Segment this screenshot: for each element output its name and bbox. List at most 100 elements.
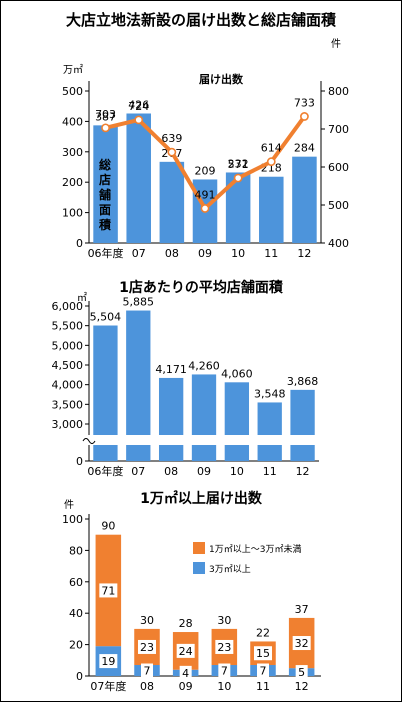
chart3-upper-label: 23 bbox=[217, 641, 231, 654]
chart3-upper-label: 24 bbox=[179, 645, 193, 658]
chart1-line-label: 639 bbox=[161, 132, 182, 145]
chart1-bar bbox=[225, 172, 251, 243]
chart3-upper-label-box bbox=[254, 646, 272, 661]
chart1-right-tick-label: 800 bbox=[328, 85, 349, 98]
chart1-line-point bbox=[266, 157, 276, 167]
chart1-right-unit: 件 bbox=[331, 38, 341, 50]
chart3-tick-label: 40 bbox=[69, 607, 83, 620]
chart1-line-label: 724 bbox=[128, 100, 149, 113]
chart3-lower-label-box bbox=[179, 665, 192, 680]
chart2-x-tick-label: 06年度 bbox=[87, 464, 123, 478]
chart1-bar-series-char: 面 bbox=[99, 203, 111, 217]
chart2-tick-label: 6,000 bbox=[52, 300, 84, 313]
chart3-lower-label: 19 bbox=[101, 655, 115, 668]
chart1-bar-series-char: 総 bbox=[99, 157, 111, 172]
chart2-bar-label: 5,504 bbox=[90, 311, 122, 324]
chart1-x-tick-label: 07 bbox=[132, 247, 146, 260]
chart1-bar-series-char: 舗 bbox=[98, 187, 111, 202]
chart1-bar bbox=[259, 176, 284, 243]
chart2-bar-label: 4,171 bbox=[155, 363, 187, 376]
chart3-legend-label-lower: 3万㎡以上 bbox=[209, 564, 251, 575]
chart2-bar-label: 5,885 bbox=[123, 296, 155, 309]
chart1-bar-label: 284 bbox=[294, 142, 315, 155]
chart1-bar-series-char: 店 bbox=[99, 172, 111, 187]
chart1-right-tick-label: 700 bbox=[328, 123, 349, 136]
chart1-right-tick-label: 400 bbox=[328, 237, 349, 250]
chart1-left-tick-label: 500 bbox=[62, 85, 83, 98]
chart1-x-tick-label: 06年度 bbox=[88, 246, 124, 260]
chart2-bar bbox=[158, 377, 184, 461]
chart3-total-label: 28 bbox=[179, 617, 193, 630]
chart1-bar bbox=[93, 125, 118, 243]
chart3-legend-swatch-upper bbox=[193, 542, 205, 554]
chart1-right-tick-label: 600 bbox=[328, 161, 349, 174]
chart1-line-point bbox=[134, 115, 144, 125]
chart3-tick-label: 60 bbox=[69, 576, 83, 589]
chart3-lower-label-box bbox=[257, 663, 269, 678]
chart1-left-tick-label: 100 bbox=[62, 207, 83, 220]
chart3-upper-label-box bbox=[176, 643, 195, 658]
chart2-title: 1店あたりの平均店舗面積 bbox=[119, 279, 284, 296]
chart2-tick-label: 3,000 bbox=[52, 418, 84, 431]
chart3-tick-label: 100 bbox=[62, 513, 83, 526]
chart1-line-point bbox=[167, 147, 177, 157]
chart3-lower-label-box bbox=[218, 663, 231, 678]
chart3-x-tick-label: 07年度 bbox=[90, 679, 126, 693]
chart3-x-tick-label: 09 bbox=[179, 680, 193, 693]
chart3-upper-label-box bbox=[215, 639, 234, 654]
chart1-line-label: 571 bbox=[228, 158, 249, 171]
chart3-unit: 件 bbox=[64, 499, 74, 511]
chart2-bar bbox=[290, 389, 315, 461]
chart3-lower-label: 7 bbox=[221, 665, 228, 678]
chart2-tick-label: 4,000 bbox=[52, 379, 84, 392]
chart2-x-tick-label: 11 bbox=[263, 465, 277, 478]
chart2-tick-label: 3,500 bbox=[52, 398, 84, 411]
chart1-line-label: 703 bbox=[95, 108, 116, 121]
chart3-total-label: 22 bbox=[256, 626, 270, 639]
chart2-tick-label: 5,000 bbox=[52, 339, 84, 352]
chart2-x-tick-label: 10 bbox=[230, 465, 244, 478]
chart1-x-tick-label: 12 bbox=[297, 247, 311, 260]
chart3-lower-label-box bbox=[295, 665, 308, 680]
chart1-left-tick-label: 0 bbox=[76, 237, 83, 250]
chart2-x-tick-label: 09 bbox=[197, 465, 211, 478]
chart3-lower-label: 5 bbox=[298, 666, 305, 679]
chart1-line-label: 733 bbox=[294, 96, 315, 109]
chart3-total-label: 30 bbox=[217, 614, 231, 627]
chart3-total-label: 90 bbox=[101, 520, 115, 533]
chart3-tick-label: 20 bbox=[69, 639, 83, 652]
chart3-upper-label-box bbox=[138, 639, 156, 654]
chart2-unit: ㎡ bbox=[77, 292, 87, 304]
chart3-tick-label: 0 bbox=[76, 670, 83, 683]
chart1-bar-label: 426 bbox=[128, 98, 149, 111]
chart3-upper-label: 15 bbox=[256, 647, 270, 660]
chart3-lower-label: 7 bbox=[144, 665, 151, 678]
chart3-total-label: 37 bbox=[295, 603, 309, 616]
chart2-bar bbox=[191, 374, 217, 461]
chart1-x-tick-label: 08 bbox=[165, 247, 179, 260]
chart1-left-tick-label: 400 bbox=[62, 115, 83, 128]
chart2-x-tick-label: 07 bbox=[131, 465, 145, 478]
chart3-tick-label: 80 bbox=[69, 544, 83, 557]
chart2-zero-label: 0 bbox=[76, 455, 83, 468]
chart3-x-tick-label: 12 bbox=[295, 680, 309, 693]
chart1-line-series-label: 届け出数 bbox=[199, 72, 244, 86]
chart3-upper-label: 23 bbox=[140, 641, 154, 654]
chart1-bar-series-char: 積 bbox=[98, 217, 112, 232]
chart3-lower-label-box bbox=[141, 663, 153, 678]
chart1-left-tick-label: 300 bbox=[62, 146, 83, 159]
chart2-x-tick-label: 08 bbox=[164, 465, 178, 478]
chart3-lower-label-box bbox=[99, 654, 118, 669]
chart2-bar-label: 3,868 bbox=[287, 375, 319, 388]
chart2-bar-label: 4,260 bbox=[188, 359, 220, 372]
chart3-upper-label-box bbox=[99, 583, 118, 598]
chart1-title: 大店立地法新設の届け出数と総店舗面積 bbox=[66, 11, 337, 29]
chart2-axis-break bbox=[81, 435, 321, 445]
chart3-upper-label-box bbox=[292, 636, 311, 651]
chart3-x-tick-label: 10 bbox=[217, 680, 231, 693]
chart2-bar-label: 3,548 bbox=[254, 387, 286, 400]
chart2-bar bbox=[257, 402, 282, 461]
chart3-legend-swatch-lower bbox=[193, 562, 205, 574]
